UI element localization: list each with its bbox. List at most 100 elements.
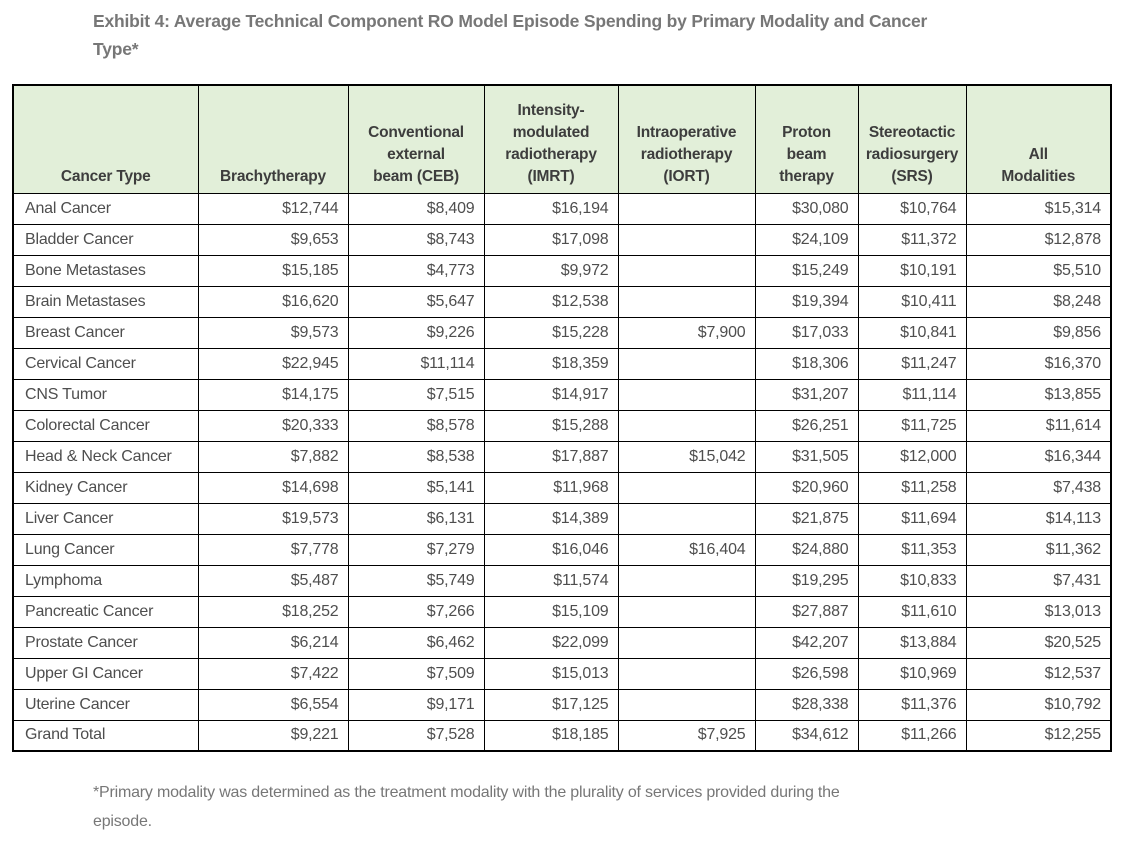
value-cell: $11,266	[857, 719, 967, 752]
table-row: Cervical Cancer $22,945 $11,114 $18,359 $18,…	[12, 347, 1112, 380]
column-header-cancer-type: Cancer Type	[12, 84, 199, 194]
value-cell: $42,207	[754, 626, 859, 659]
cancer-type-cell: Breast Cancer	[12, 316, 199, 349]
value-cell: $16,344	[965, 440, 1112, 473]
cancer-type-cell: Head & Neck Cancer	[12, 440, 199, 473]
value-cell: $16,046	[483, 533, 619, 566]
value-cell: $11,258	[857, 471, 967, 504]
value-cell: $17,887	[483, 440, 619, 473]
table-row: Lymphoma $5,487 $5,749 $11,574 $19,295 $10,83…	[12, 564, 1112, 597]
value-cell: $12,538	[483, 285, 619, 318]
value-cell: $15,109	[483, 595, 619, 628]
value-cell: $15,042	[617, 440, 756, 473]
value-cell: $24,880	[754, 533, 859, 566]
value-cell: $28,338	[754, 688, 859, 721]
value-cell: $10,764	[857, 192, 967, 225]
value-cell: $6,131	[347, 502, 485, 535]
value-cell: $13,013	[965, 595, 1112, 628]
value-cell: $21,875	[754, 502, 859, 535]
value-cell: $11,376	[857, 688, 967, 721]
value-cell: $27,887	[754, 595, 859, 628]
value-cell: $7,900	[617, 316, 756, 349]
value-cell: $34,612	[754, 719, 859, 752]
footnotes: *Primary modality was determined as the …	[93, 749, 1083, 859]
value-cell: $11,614	[965, 409, 1112, 442]
value-cell: $20,525	[965, 626, 1112, 659]
cancer-type-cell: Bladder Cancer	[12, 223, 199, 256]
value-cell: $14,175	[197, 378, 349, 411]
table-row: Grand Total $9,221 $7,528 $18,185 $7,925 $34,…	[12, 719, 1112, 752]
value-cell: $14,389	[483, 502, 619, 535]
value-cell: $8,538	[347, 440, 485, 473]
table-body: Anal Cancer $12,744 $8,409 $16,194 $30,080 $1…	[12, 192, 1112, 752]
value-cell: $7,438	[965, 471, 1112, 504]
value-cell: $15,185	[197, 254, 349, 287]
value-cell: $9,972	[483, 254, 619, 287]
value-cell	[617, 626, 756, 659]
table-row: Brain Metastases $16,620 $5,647 $12,538 $19,…	[12, 285, 1112, 318]
footnote-primary-modality: *Primary modality was determined as the …	[93, 784, 840, 830]
value-cell: $6,214	[197, 626, 349, 659]
value-cell: $13,884	[857, 626, 967, 659]
table-row: Uterine Cancer $6,554 $9,171 $17,125 $28,338…	[12, 688, 1112, 721]
value-cell: $19,295	[754, 564, 859, 597]
value-cell	[617, 471, 756, 504]
column-header-srs: Stereotactic radiosurgery (SRS)	[857, 84, 967, 194]
cancer-type-cell: Anal Cancer	[12, 192, 199, 225]
value-cell: $18,359	[483, 347, 619, 380]
value-cell	[617, 688, 756, 721]
value-cell: $20,333	[197, 409, 349, 442]
value-cell: $8,248	[965, 285, 1112, 318]
value-cell: $10,841	[857, 316, 967, 349]
value-cell: $11,694	[857, 502, 967, 535]
column-header-proton-beam: Proton beam therapy	[754, 84, 859, 194]
value-cell: $22,099	[483, 626, 619, 659]
value-cell: $18,252	[197, 595, 349, 628]
cancer-type-cell: CNS Tumor	[12, 378, 199, 411]
table-row: Breast Cancer $9,573 $9,226 $15,228 $7,900 $1…	[12, 316, 1112, 349]
value-cell: $12,878	[965, 223, 1112, 256]
value-cell: $10,191	[857, 254, 967, 287]
value-cell: $22,945	[197, 347, 349, 380]
value-cell: $31,207	[754, 378, 859, 411]
value-cell: $20,960	[754, 471, 859, 504]
value-cell	[617, 254, 756, 287]
value-cell	[617, 502, 756, 535]
column-header-all-modalities: All Modalities	[965, 84, 1112, 194]
column-header-imrt: Intensity- modulated radiotherapy (IMRT)	[483, 84, 619, 194]
value-cell: $6,462	[347, 626, 485, 659]
value-cell: $11,725	[857, 409, 967, 442]
value-cell: $11,362	[965, 533, 1112, 566]
value-cell: $19,573	[197, 502, 349, 535]
value-cell: $11,372	[857, 223, 967, 256]
value-cell: $9,171	[347, 688, 485, 721]
value-cell: $10,792	[965, 688, 1112, 721]
value-cell	[617, 192, 756, 225]
value-cell: $16,404	[617, 533, 756, 566]
value-cell: $5,647	[347, 285, 485, 318]
value-cell: $15,228	[483, 316, 619, 349]
value-cell	[617, 595, 756, 628]
cancer-type-cell: Upper GI Cancer	[12, 657, 199, 690]
value-cell: $11,247	[857, 347, 967, 380]
cancer-type-cell: Prostate Cancer	[12, 626, 199, 659]
value-cell: $10,969	[857, 657, 967, 690]
value-cell: $11,114	[857, 378, 967, 411]
value-cell: $5,141	[347, 471, 485, 504]
value-cell: $5,510	[965, 254, 1112, 287]
value-cell: $24,109	[754, 223, 859, 256]
value-cell: $11,610	[857, 595, 967, 628]
table-row: Anal Cancer $12,744 $8,409 $16,194 $30,080 $1…	[12, 192, 1112, 225]
header-row: Cancer Type Brachytherapy Conventional e…	[12, 84, 1112, 194]
value-cell: $30,080	[754, 192, 859, 225]
value-cell: $7,422	[197, 657, 349, 690]
table-row: Prostate Cancer $6,214 $6,462 $22,099 $42,20…	[12, 626, 1112, 659]
cancer-type-cell: Lymphoma	[12, 564, 199, 597]
value-cell	[617, 378, 756, 411]
value-cell	[617, 223, 756, 256]
value-cell: $9,221	[197, 719, 349, 752]
value-cell: $9,856	[965, 316, 1112, 349]
value-cell: $7,515	[347, 378, 485, 411]
cancer-type-cell: Bone Metastases	[12, 254, 199, 287]
